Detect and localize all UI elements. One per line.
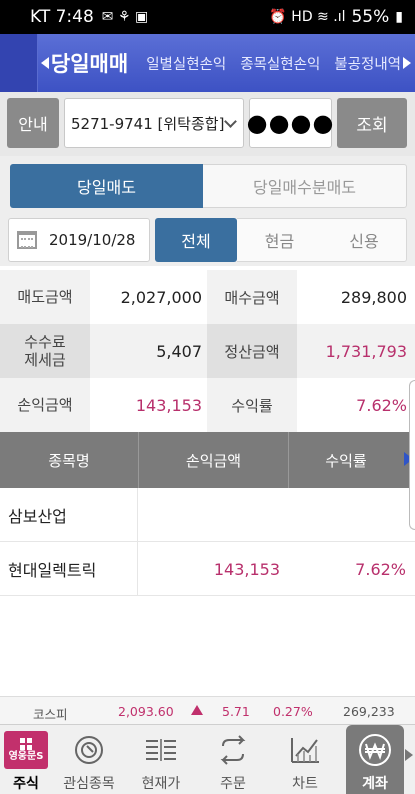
index-value: 2,093.60 (118, 704, 174, 719)
return-rate-value: 7.62% (297, 378, 415, 432)
sell-amount-value: 2,027,000 (90, 270, 207, 324)
nav-order-label: 주문 (220, 776, 246, 792)
buy-amount-label: 매수금액 (207, 270, 297, 324)
tab-today-buy-sell[interactable]: 당일매수분매도 (203, 164, 407, 208)
nav-account-label: 계좌 (362, 776, 388, 792)
account-select[interactable]: 5271-9741 [위탁종합] (64, 98, 244, 148)
sell-amount-label: 매도금액 (0, 270, 90, 324)
nav-watchlist-label: 관심종목 (63, 776, 115, 792)
scroll-right-icon[interactable] (404, 452, 413, 466)
current-price-icon (144, 733, 178, 767)
chevron-down-icon (224, 114, 237, 128)
date-value: 2019/10/28 (49, 231, 136, 249)
buy-amount-value: 289,800 (297, 270, 415, 324)
tab-unfair-history-label: 불공정내역 (334, 56, 401, 73)
filter-all[interactable]: 전체 (155, 218, 237, 262)
nav-current-price-label: 현재가 (141, 776, 181, 792)
cell-stock-name: 삼보산업 (0, 488, 138, 542)
col-stock-name[interactable]: 종목명 (48, 451, 90, 470)
summary-grid: 매도금액 2,027,000 매수금액 289,800 수수료 제세금 5,40… (0, 270, 415, 432)
title-bar: 당일매매 일별실현손익 종목실현손익 불공정내역 (0, 34, 415, 92)
summary-row: 수수료 제세금 5,407 정산금액 1,731,793 (0, 324, 415, 378)
nav-order[interactable]: 주문 (204, 725, 262, 794)
status-bar: KT 7:48 ✉ ⚘ ▣ ⏰ HD ≋ .ıl 55% ▮ (0, 0, 415, 34)
cell-rate (288, 488, 410, 542)
tab-daily-trading[interactable]: 당일매매 (38, 48, 128, 78)
summary-row: 손익금액 143,153 수익률 7.62% (0, 378, 415, 432)
fee-tax-label: 수수료 제세금 (0, 324, 90, 378)
index-ticker[interactable]: 코스피 2,093.60 5.71 0.27% 269,233 (0, 696, 415, 724)
pnl-table: 종목명 손익금액 수익률 삼보산업 현대일렉트릭 143,153 7.62% (0, 432, 415, 696)
cell-stock-name: 현대일렉트릭 (0, 542, 138, 596)
settle-amount-label: 정산금액 (207, 324, 297, 378)
app-logo-icon: 영웅문S (4, 731, 48, 769)
return-rate-label: 수익률 (207, 378, 297, 432)
filter-credit[interactable]: 신용 (322, 218, 407, 262)
summary-row: 매도금액 2,027,000 매수금액 289,800 (0, 270, 415, 324)
fee-tax-value: 5,407 (90, 324, 207, 378)
pnl-amount-value: 143,153 (90, 378, 207, 432)
date-picker[interactable]: 2019/10/28 (8, 218, 150, 262)
chart-icon (288, 733, 322, 767)
app-logo-text: 영웅문S (8, 751, 44, 762)
carrier-time: KT 7:48 (30, 7, 94, 27)
chevron-right-icon[interactable] (403, 57, 411, 69)
filter-cash[interactable]: 현금 (237, 218, 322, 262)
password-field[interactable]: ●●●● (247, 98, 333, 148)
fee-tax-label-text: 수수료 제세금 (24, 333, 66, 369)
tab-daily-realized-pnl-label: 일별실현손익 (146, 56, 227, 73)
filter-row: 2019/10/28 전체 현금 신용 (0, 216, 415, 266)
nav-watchlist[interactable]: 관심종목 (60, 725, 118, 794)
up-arrow-icon (191, 705, 203, 715)
battery-icon: ▮ (395, 9, 403, 25)
bottom-nav: 영웅문S 주식 관심종목 현재가 주문 차트 (0, 724, 415, 794)
cell-rate: 7.62% (355, 559, 406, 579)
cell-pnl: 143,153 (213, 559, 280, 579)
nav-more-icon[interactable] (405, 749, 413, 761)
scrollbar[interactable] (409, 380, 415, 530)
tab-stock-realized-pnl-label: 종목실현손익 (240, 56, 321, 73)
menu-back-button[interactable] (0, 34, 38, 92)
nav-home[interactable]: 영웅문S 주식 (0, 725, 52, 794)
watchlist-icon (72, 733, 106, 767)
calendar-icon (17, 231, 37, 249)
nav-chart-label: 차트 (292, 776, 318, 792)
account-row: 안내 5271-9741 [위탁종합] ●●●● 조회 (0, 92, 415, 156)
battery-level: 55% (351, 7, 390, 27)
col-return-rate[interactable]: 수익률 (288, 432, 403, 488)
tab-unfair-history[interactable]: 불공정내역 (334, 53, 401, 74)
table-row[interactable]: 삼보산업 (0, 488, 415, 542)
nav-current-price[interactable]: 현재가 (132, 725, 190, 794)
nav-home-label: 주식 (13, 776, 39, 792)
col-pnl-amount[interactable]: 손익금액 (138, 432, 288, 488)
index-name: 코스피 (33, 707, 68, 722)
table-header: 종목명 손익금액 수익률 (0, 432, 415, 488)
nav-chart[interactable]: 차트 (276, 725, 334, 794)
chevron-left-icon[interactable] (40, 57, 49, 69)
tab-daily-realized-pnl[interactable]: 일별실현손익 (146, 53, 226, 74)
won-icon (358, 733, 392, 767)
index-change: 5.71 (222, 704, 250, 719)
index-volume: 269,233 (343, 704, 395, 719)
guide-button[interactable]: 안내 (7, 98, 59, 148)
tab-today-sell[interactable]: 당일매도 (10, 164, 203, 208)
sell-tabs: 당일매도 당일매수분매도 (0, 156, 415, 216)
notification-icons: ✉ ⚘ ▣ (101, 9, 149, 25)
tab-daily-trading-label: 당일매매 (50, 52, 129, 76)
tab-stock-realized-pnl[interactable]: 종목실현손익 (240, 53, 320, 74)
query-button[interactable]: 조회 (337, 98, 407, 148)
settle-amount-value: 1,731,793 (297, 324, 415, 378)
order-icon (216, 733, 250, 767)
pnl-amount-label: 손익금액 (0, 378, 90, 432)
nav-account[interactable]: 계좌 (346, 725, 404, 794)
table-row[interactable]: 현대일렉트릭 143,153 7.62% (0, 542, 415, 596)
system-icons: ⏰ HD ≋ .ıl (269, 9, 346, 25)
account-select-value: 5271-9741 [위탁종합] (71, 114, 225, 133)
index-change-pct: 0.27% (273, 704, 313, 719)
cell-pnl (138, 488, 288, 542)
